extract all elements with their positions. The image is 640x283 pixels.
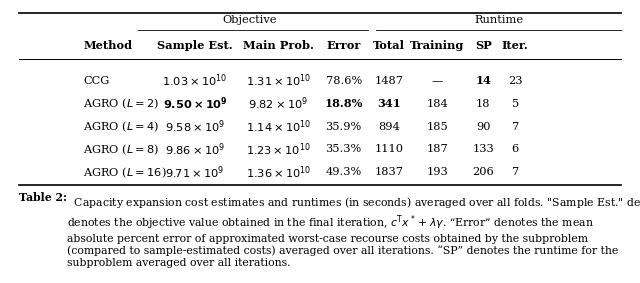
Text: Runtime: Runtime — [475, 15, 524, 25]
Text: 133: 133 — [472, 144, 494, 155]
Text: 187: 187 — [426, 144, 448, 155]
Text: 18.8%: 18.8% — [324, 98, 363, 109]
Text: 7: 7 — [511, 167, 519, 177]
Text: $\mathbf{9.50 \times 10^{9}}$: $\mathbf{9.50 \times 10^{9}}$ — [163, 95, 228, 112]
Text: Method: Method — [83, 40, 132, 51]
Text: AGRO ($L = 2$): AGRO ($L = 2$) — [83, 96, 159, 111]
Text: Iter.: Iter. — [502, 40, 529, 51]
Text: $1.23 \times 10^{10}$: $1.23 \times 10^{10}$ — [246, 141, 311, 158]
Text: AGRO ($L = 8$): AGRO ($L = 8$) — [83, 142, 159, 157]
Text: Total: Total — [373, 40, 405, 51]
Text: Sample Est.: Sample Est. — [157, 40, 233, 51]
Text: CCG: CCG — [83, 76, 109, 86]
Text: 23: 23 — [508, 76, 522, 86]
Text: Table 2:: Table 2: — [19, 192, 67, 203]
Text: 193: 193 — [426, 167, 448, 177]
Text: 1110: 1110 — [374, 144, 404, 155]
Text: 184: 184 — [426, 98, 448, 109]
Text: Objective: Objective — [222, 15, 277, 25]
Text: SP: SP — [475, 40, 492, 51]
Text: 78.6%: 78.6% — [326, 76, 362, 86]
Text: 90: 90 — [476, 121, 490, 132]
Text: 5: 5 — [511, 98, 519, 109]
Text: 894: 894 — [378, 121, 400, 132]
Text: —: — — [431, 76, 443, 86]
Text: $1.14 \times 10^{10}$: $1.14 \times 10^{10}$ — [246, 118, 311, 135]
Text: $9.58 \times 10^{9}$: $9.58 \times 10^{9}$ — [165, 118, 225, 135]
Text: 1837: 1837 — [374, 167, 404, 177]
Text: 49.3%: 49.3% — [326, 167, 362, 177]
Text: 35.3%: 35.3% — [326, 144, 362, 155]
Text: $1.36 \times 10^{10}$: $1.36 \times 10^{10}$ — [246, 164, 311, 181]
Text: 6: 6 — [511, 144, 519, 155]
Text: 35.9%: 35.9% — [326, 121, 362, 132]
Text: Training: Training — [410, 40, 464, 51]
Text: 206: 206 — [472, 167, 494, 177]
Text: Error: Error — [326, 40, 361, 51]
Text: 14: 14 — [476, 75, 491, 86]
Text: 185: 185 — [426, 121, 448, 132]
Text: $1.03 \times 10^{10}$: $1.03 \times 10^{10}$ — [163, 72, 228, 89]
Text: AGRO ($L = 16$): AGRO ($L = 16$) — [83, 165, 167, 180]
Text: $9.86 \times 10^{9}$: $9.86 \times 10^{9}$ — [165, 141, 225, 158]
Text: Main Prob.: Main Prob. — [243, 40, 314, 51]
Text: $1.31 \times 10^{10}$: $1.31 \times 10^{10}$ — [246, 72, 311, 89]
Text: AGRO ($L = 4$): AGRO ($L = 4$) — [83, 119, 159, 134]
Text: 1487: 1487 — [374, 76, 404, 86]
Text: 341: 341 — [377, 98, 401, 109]
Text: 18: 18 — [476, 98, 490, 109]
Text: $9.71 \times 10^{9}$: $9.71 \times 10^{9}$ — [166, 164, 225, 181]
Text: Capacity expansion cost estimates and runtimes (in seconds) averaged over all fo: Capacity expansion cost estimates and ru… — [67, 192, 640, 268]
Text: 7: 7 — [511, 121, 519, 132]
Text: $9.82 \times 10^{9}$: $9.82 \times 10^{9}$ — [248, 95, 308, 112]
